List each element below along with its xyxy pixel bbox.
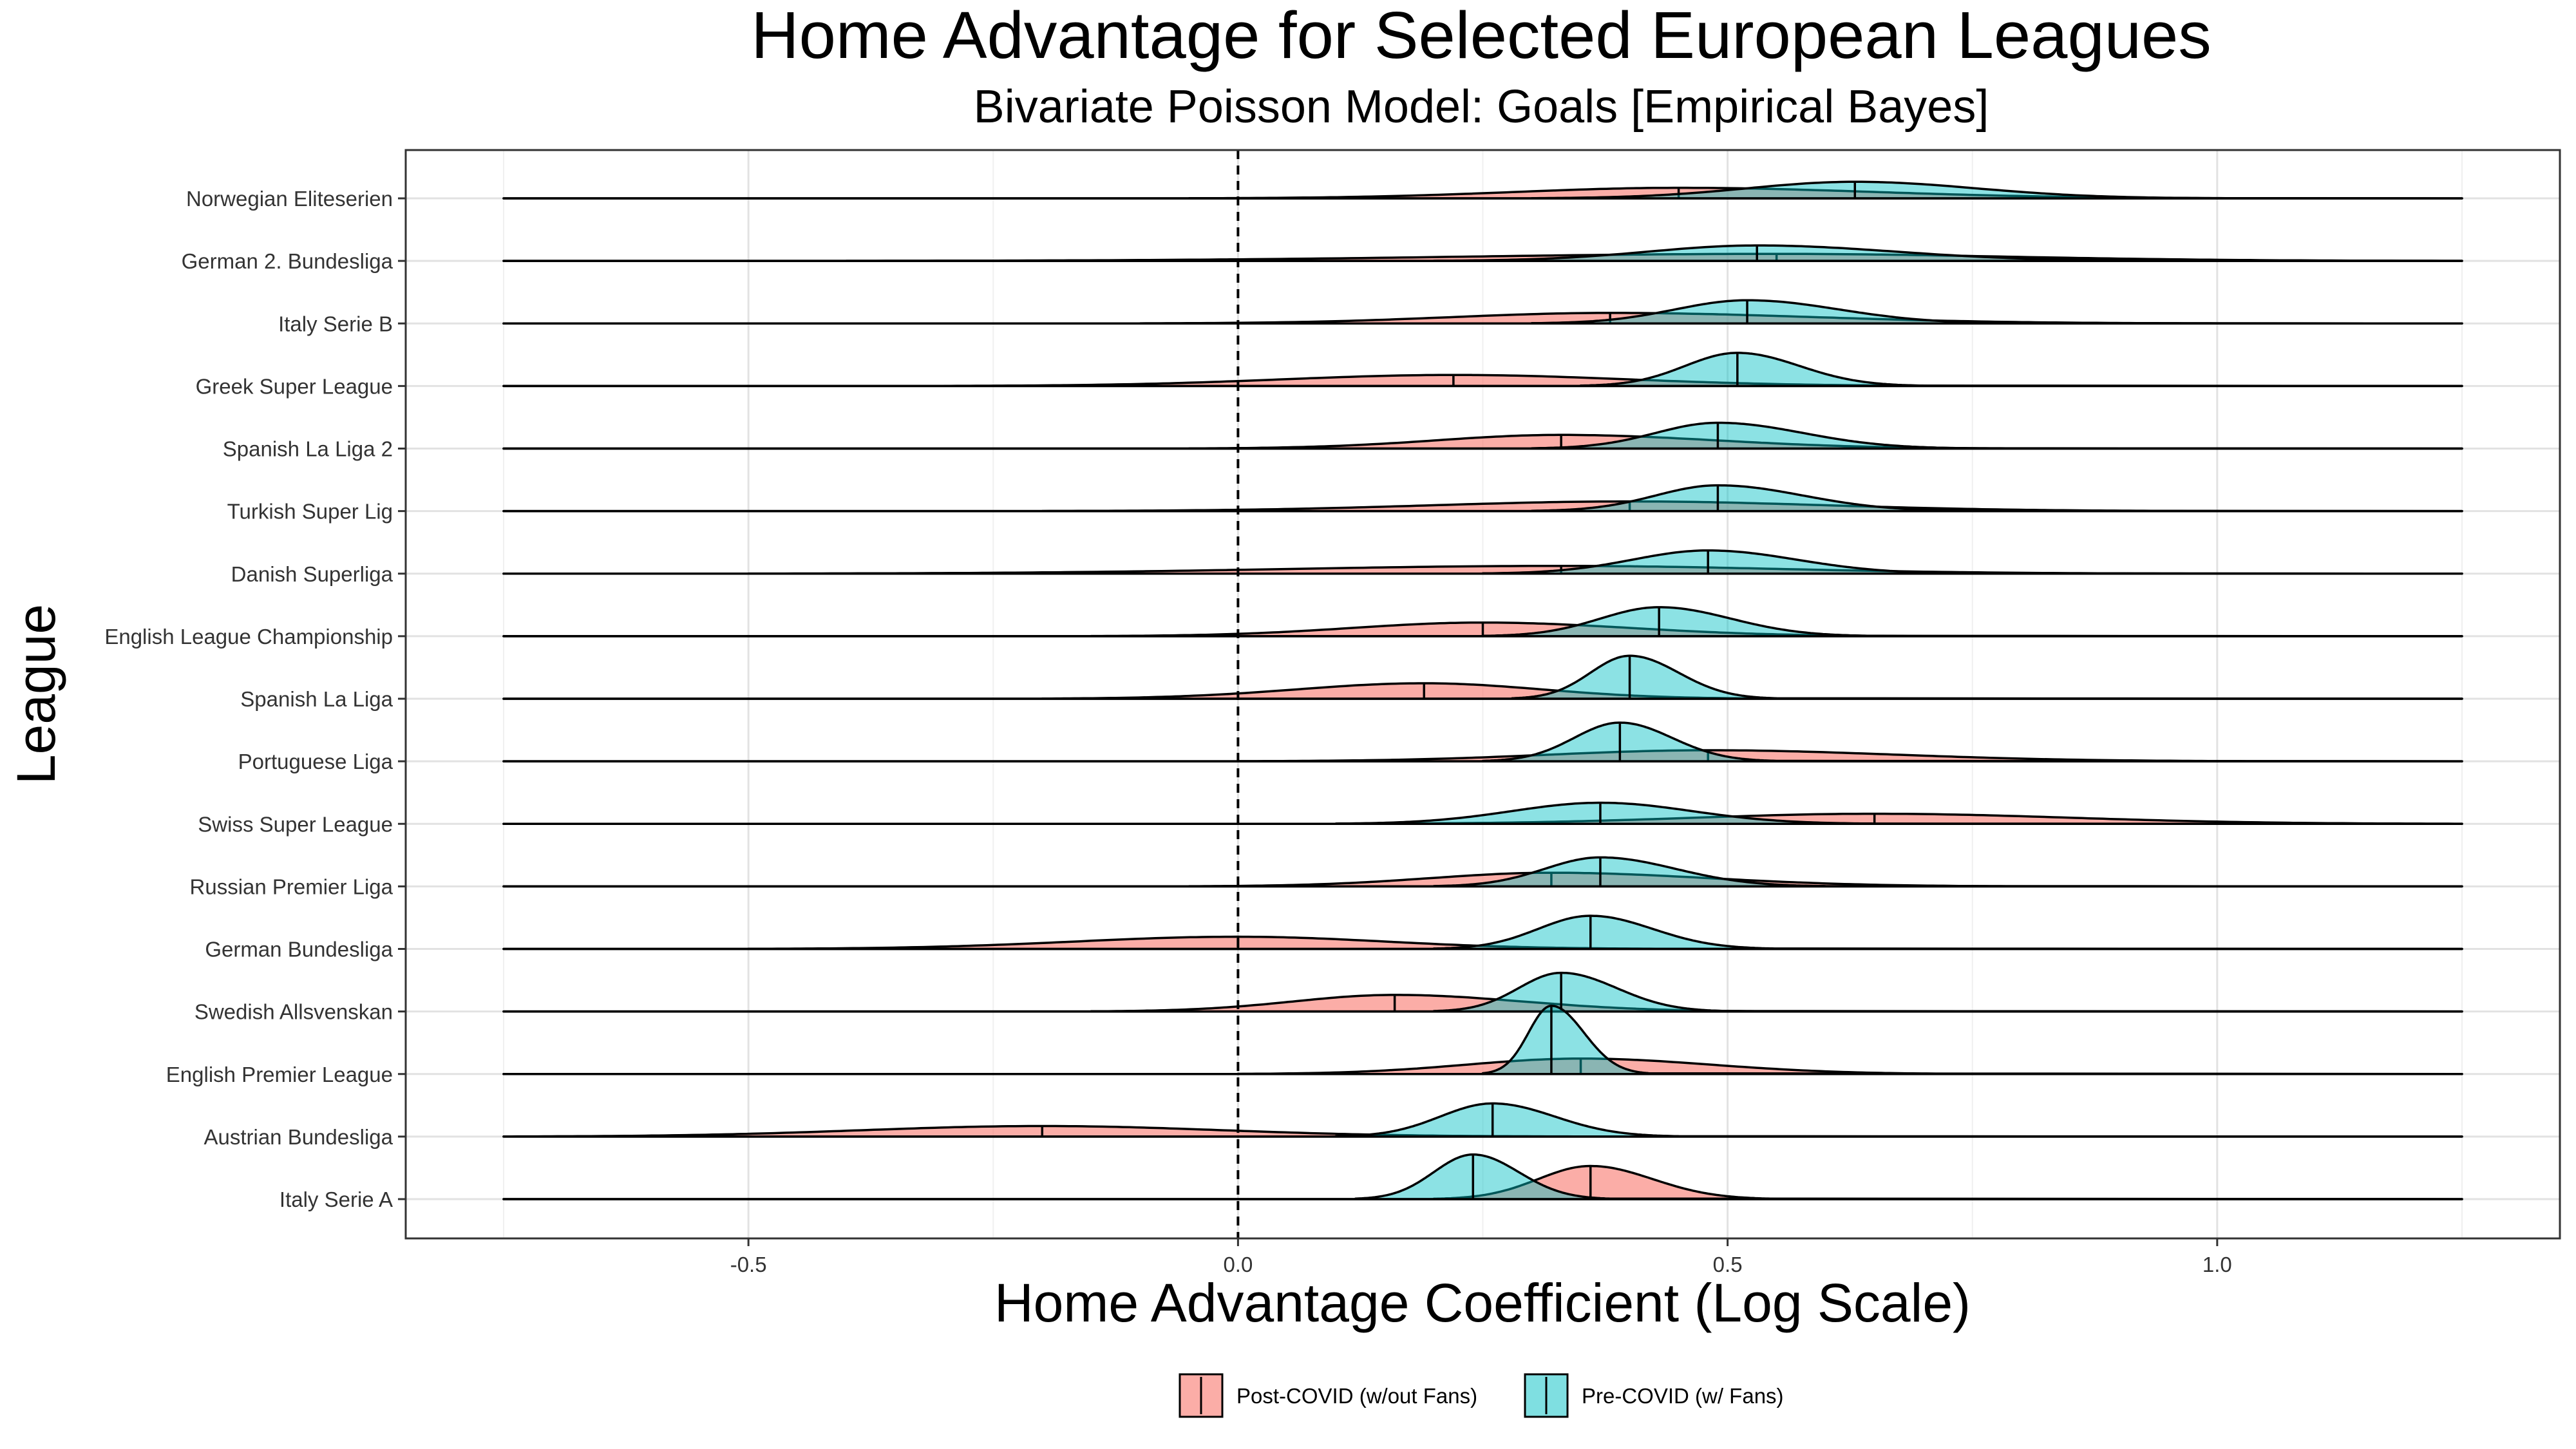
y-tick-label: Italy Serie B <box>278 312 393 336</box>
density-post <box>502 1164 2463 1200</box>
y-tick-label: Swiss Super League <box>198 812 393 836</box>
density-pre <box>502 1005 2463 1075</box>
y-tick-label: German 2. Bundesliga <box>182 249 393 273</box>
ridge-row <box>502 352 2463 388</box>
density-post <box>502 1057 2463 1075</box>
y-axis-title: League <box>6 604 66 784</box>
legend-item-pre: Pre-COVID (w/ Fans) <box>1524 1373 1784 1418</box>
legend-item-post: Post-COVID (w/out Fans) <box>1179 1373 1477 1418</box>
density-pre <box>502 1153 2463 1200</box>
density-post <box>502 682 2463 700</box>
y-tick-label: English Premier League <box>166 1063 393 1086</box>
x-tick-label: 1.0 <box>2202 1253 2232 1276</box>
x-tick-label: 0.5 <box>1713 1253 1743 1276</box>
density-pre <box>502 856 2463 888</box>
ridge-row <box>502 654 2463 700</box>
plot-border <box>404 149 2561 1240</box>
x-tick-label: -0.5 <box>730 1253 767 1276</box>
y-tick-label: Austrian Bundesliga <box>204 1125 393 1149</box>
legend-label-post: Post-COVID (w/out Fans) <box>1236 1384 1477 1408</box>
density-pre <box>502 484 2463 513</box>
density-post <box>502 433 2463 450</box>
density-pre <box>502 721 2463 762</box>
ridge-row <box>502 549 2463 575</box>
density-pre <box>502 654 2463 700</box>
density-pre <box>502 801 2463 826</box>
y-tick-label: Norwegian Eliteserien <box>186 187 393 211</box>
chart-title: Home Advantage for Selected European Lea… <box>751 0 2211 72</box>
density-post <box>502 1124 2463 1138</box>
ridge-row <box>502 721 2463 762</box>
ridge-row <box>502 1005 2463 1075</box>
y-tick-label: German Bundesliga <box>205 938 393 961</box>
y-tick-label: Italy Serie A <box>279 1188 393 1211</box>
density-pre <box>502 352 2463 388</box>
density-post <box>502 374 2463 388</box>
y-tick-label: Spanish La Liga 2 <box>223 437 393 461</box>
ridge-row <box>502 971 2463 1013</box>
density-pre <box>502 244 2463 262</box>
y-tick-label: Greek Super League <box>196 374 393 398</box>
x-tick-label: 0.0 <box>1223 1253 1253 1276</box>
x-axis-title: Home Advantage Coefficient (Log Scale) <box>994 1273 1971 1333</box>
legend: Post-COVID (w/out Fans) Pre-COVID (w/ Fa… <box>1179 1373 1784 1418</box>
density-post <box>502 994 2463 1013</box>
density-pre <box>502 299 2463 325</box>
ridge-row <box>502 856 2463 888</box>
ridge-row <box>502 244 2463 262</box>
y-axis-tick-labels: Norwegian Eliteserien German 2. Bundeslig… <box>104 187 406 1211</box>
ridge-row <box>502 421 2463 450</box>
ridge-row <box>502 606 2463 638</box>
x-axis-ticks: -0.5 0.0 0.5 1.0 <box>730 1238 2232 1276</box>
density-pre <box>502 549 2463 575</box>
y-tick-label: Portuguese Liga <box>238 750 393 773</box>
ridge-row <box>502 1102 2463 1138</box>
chart-subtitle: Bivariate Poisson Model: Goals [Empirica… <box>974 81 1989 133</box>
y-tick-label: Spanish La Liga <box>240 687 393 711</box>
ridge-row <box>502 484 2463 513</box>
plot-panel <box>404 149 2561 1240</box>
density-pre <box>502 971 2463 1013</box>
ridge-row <box>502 1153 2463 1200</box>
y-tick-label: Turkish Super Lig <box>227 500 393 524</box>
ridge-row <box>502 299 2463 325</box>
y-tick-label: Russian Premier Liga <box>190 875 393 898</box>
ridges <box>502 180 2463 1200</box>
y-tick-label: English League Championship <box>104 625 393 649</box>
density-pre <box>502 180 2463 200</box>
legend-label-pre: Pre-COVID (w/ Fans) <box>1582 1384 1784 1408</box>
density-pre <box>502 1102 2463 1138</box>
y-tick-label: Danish Superliga <box>231 562 393 586</box>
ridge-row <box>502 180 2463 200</box>
ridge-row <box>502 801 2463 826</box>
density-post <box>502 935 2463 951</box>
density-pre <box>502 914 2463 951</box>
density-pre <box>502 421 2463 450</box>
y-tick-label: Swedish Allsvenskan <box>194 1000 393 1024</box>
density-pre <box>502 606 2463 638</box>
